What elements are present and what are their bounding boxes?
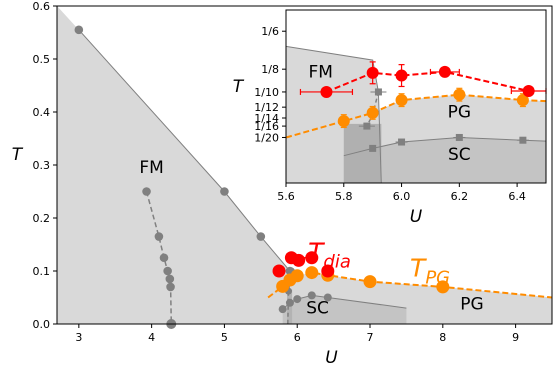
main-chart: 3 4 5 6 7 8 9 0.0 0.1 0.2 0.3 0.4 0.5 0.6 U T FM SC PG Tdia… — [12, 0, 553, 368]
tdia-label: Tdia — [308, 237, 351, 272]
sc-region — [282, 295, 407, 324]
inset-tpg-point — [337, 115, 350, 128]
inset-region-label-fm: FM — [308, 62, 332, 82]
tpg-point — [363, 275, 377, 289]
inset-tpg-point — [366, 106, 379, 119]
main-x-tick-label: 3 — [75, 331, 82, 344]
inset-y-tick-label: 1/10 — [254, 86, 279, 99]
fm-boundary-point — [74, 25, 84, 35]
sc-boundary-point — [307, 291, 316, 300]
sc-boundary-point — [285, 298, 294, 307]
inset-sc-region — [343, 137, 546, 183]
inset-x-tick-label: 6.0 — [393, 190, 411, 203]
sc-boundary-point — [278, 305, 287, 314]
inset-sc-strip — [343, 123, 382, 183]
fm-boundary-line — [78, 29, 291, 272]
inset-y-tick-label: 1/16 — [254, 120, 279, 133]
inset-region-label-pg: PG — [448, 102, 471, 122]
fm-transition-point — [154, 232, 164, 241]
inset-chart: 5.6 5.8 6.0 6.2 6.4 1/201/161/141/12 1/10 1/8 1/… — [233, 9, 547, 227]
main-y-tick-label: 0.0 — [33, 318, 51, 331]
inset-tdia-point — [366, 66, 379, 79]
inset-x-tick-label: 5.6 — [277, 190, 295, 203]
sc-boundary-point — [323, 293, 332, 302]
inset-x-tick-label: 6.4 — [508, 190, 526, 203]
fm-boundary-point — [220, 187, 229, 196]
fm-transition-point — [163, 266, 172, 276]
fm-boundary-point — [256, 232, 266, 241]
tdia-point — [321, 264, 335, 278]
main-y-tick-label: 0.1 — [33, 265, 51, 278]
tpg-point — [290, 269, 304, 283]
fm-transition-point — [166, 282, 175, 292]
main-x-tick-label: 7 — [367, 331, 374, 344]
main-y-axis-title: T — [12, 145, 24, 165]
inset-tpg-point — [516, 94, 529, 107]
inset-x-tick-label: 6.2 — [451, 190, 469, 203]
fm-transition-point — [165, 274, 175, 284]
main-y-tick-label: 0.3 — [33, 159, 51, 172]
inset-tpg-point — [453, 88, 466, 101]
tpg-point — [436, 280, 450, 294]
main-x-tick-label: 4 — [148, 331, 155, 344]
inset-sc-point — [369, 144, 377, 152]
fm-region — [57, 6, 290, 324]
main-y-tick-label: 0.6 — [33, 0, 51, 13]
inset-region-label-sc: SC — [448, 145, 471, 165]
main-x-tick-label: 5 — [221, 331, 228, 344]
inset-x-axis-title: U — [410, 207, 423, 227]
tdia-point — [292, 253, 306, 267]
main-x-tick-label: 9 — [512, 331, 519, 344]
inset-y-tick-label: 1/8 — [261, 63, 279, 76]
inset-tdia-point — [438, 65, 451, 78]
tpg-label: TPG — [410, 253, 450, 288]
main-x-tick-label: 6 — [294, 331, 301, 344]
main-region-label-fm: FM — [139, 158, 163, 178]
inset-tdia-point — [320, 85, 333, 98]
inset-tdia-point — [522, 85, 535, 98]
main-region-label-pg: PG — [460, 295, 483, 315]
tpg-point — [305, 266, 319, 280]
inset-tpg-point — [395, 94, 408, 107]
inset-y-tick-label: 1/6 — [261, 25, 279, 38]
main-region-label-sc: SC — [306, 298, 329, 318]
inset-tdia-point — [395, 69, 408, 82]
main-y-tick-label: 0.2 — [33, 212, 51, 225]
fm-transition-point — [142, 187, 151, 196]
inset-y-tick-label: 1/20 — [254, 131, 279, 144]
inset-y-tick-label: 1/12 — [254, 101, 279, 114]
main-x-axis-title: U — [325, 348, 338, 368]
inset-y-axis-title: T — [233, 77, 245, 97]
main-y-tick-label: 0.4 — [33, 106, 51, 119]
sc-boundary-point — [293, 295, 302, 304]
inset-y-tick-label: 1/14 — [254, 112, 279, 125]
inset-frame — [285, 9, 547, 184]
main-y-tick-label: 0.5 — [33, 53, 51, 66]
fm-transition-point — [159, 253, 169, 263]
inset-x-tick-label: 5.8 — [335, 190, 353, 203]
main-x-tick-label: 8 — [439, 331, 446, 344]
